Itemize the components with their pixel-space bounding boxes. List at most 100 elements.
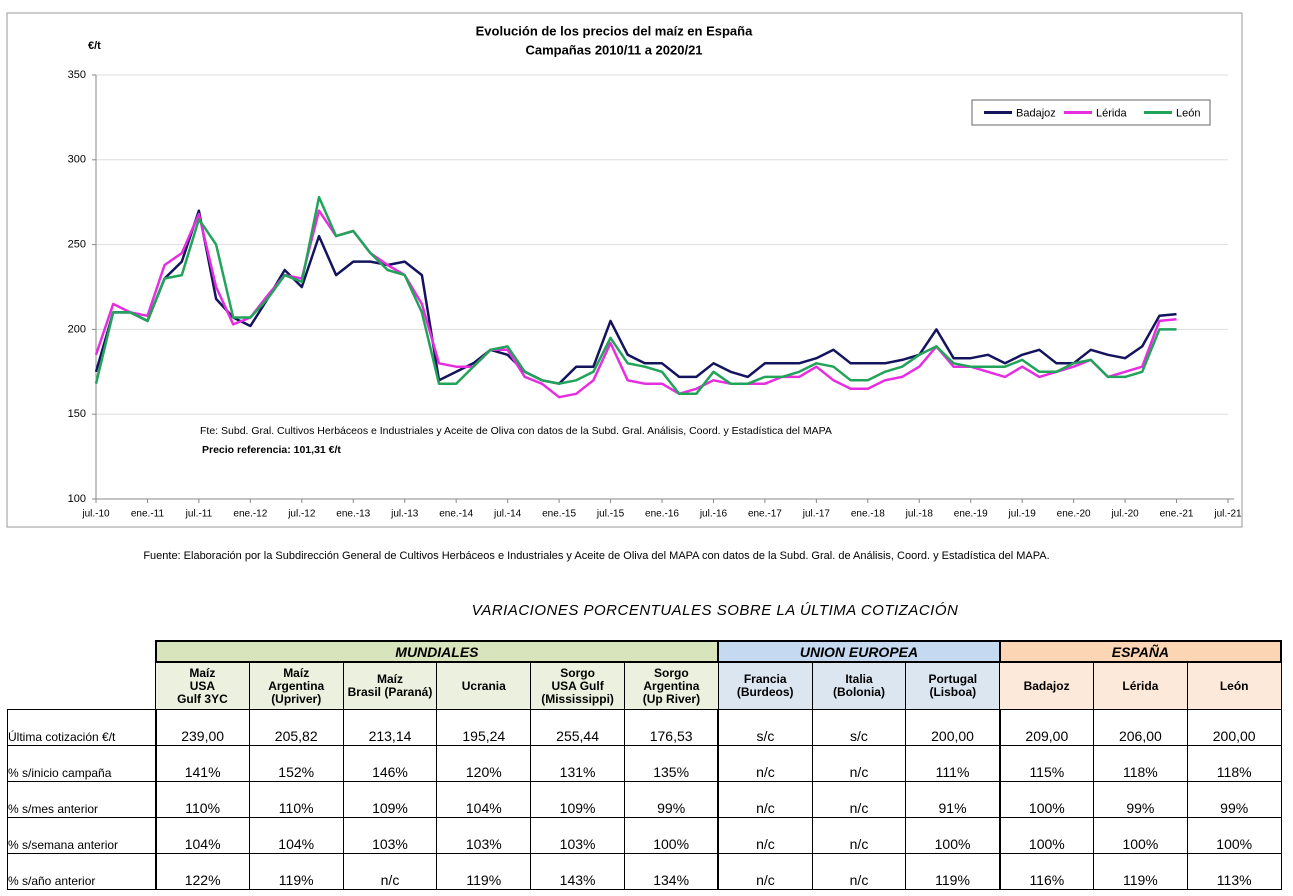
table-cell: 100% bbox=[1186, 817, 1282, 854]
table-title: VARIACIONES PORCENTUALES SOBRE LA ÚLTIMA… bbox=[471, 602, 959, 619]
x-tick-label: jul.-15 bbox=[596, 509, 625, 520]
annotation: Fte: Subd. Gral. Cultivos Herbáceos e In… bbox=[200, 425, 832, 437]
table-cell: 119% bbox=[905, 853, 1001, 890]
table-cell: s/c bbox=[811, 709, 907, 746]
x-tick-label: jul.-18 bbox=[905, 509, 934, 520]
table-cell: 118% bbox=[1186, 745, 1282, 782]
x-tick-label: jul.-12 bbox=[287, 509, 316, 520]
x-tick-label: ene.-15 bbox=[542, 509, 576, 520]
x-tick-label: jul.-10 bbox=[81, 509, 110, 520]
table-cell: n/c bbox=[811, 817, 907, 854]
column-header: Lérida bbox=[1092, 661, 1188, 710]
x-tick-label: jul.-21 bbox=[1213, 509, 1242, 520]
table-cell: 99% bbox=[623, 781, 719, 818]
table-cell: 195,24 bbox=[436, 709, 532, 746]
table-cell: 205,82 bbox=[248, 709, 344, 746]
table-cell: 176,53 bbox=[623, 709, 719, 746]
row-label: % s/inicio campaña bbox=[7, 745, 156, 782]
table-cell: 141% bbox=[154, 745, 250, 782]
table-cell: 100% bbox=[623, 817, 719, 854]
table-cell: 119% bbox=[1092, 853, 1188, 890]
x-tick-label: jul.-13 bbox=[390, 509, 419, 520]
table-cell: 135% bbox=[623, 745, 719, 782]
table-cell: 109% bbox=[530, 781, 625, 818]
row-label: % s/mes anterior bbox=[7, 781, 156, 818]
column-header: Badajoz bbox=[999, 661, 1094, 710]
x-tick-label: ene.-19 bbox=[954, 509, 988, 520]
x-tick-label: jul.-19 bbox=[1008, 509, 1037, 520]
column-header: Sorgo USA Gulf (Mississippi) bbox=[530, 661, 625, 710]
table-cell: n/c bbox=[811, 853, 907, 890]
x-tick-label: ene.-18 bbox=[851, 509, 885, 520]
series-line bbox=[94, 195, 1177, 396]
x-tick-label: ene.-12 bbox=[233, 509, 267, 520]
table-cell: 143% bbox=[530, 853, 625, 890]
table-cell: 104% bbox=[154, 817, 250, 854]
table-cell: 131% bbox=[530, 745, 625, 782]
table-cell: n/c bbox=[717, 781, 813, 818]
group-header: UNION EUROPEA bbox=[717, 640, 1001, 663]
y-tick-label: 200 bbox=[68, 323, 86, 335]
x-tick-label: jul.-11 bbox=[185, 509, 213, 520]
table-cell: 104% bbox=[436, 781, 532, 818]
table-cell: 119% bbox=[248, 853, 344, 890]
table-cell: 206,00 bbox=[1092, 709, 1188, 746]
table-cell: 110% bbox=[154, 781, 250, 818]
x-tick-label: ene.-11 bbox=[131, 509, 165, 520]
x-tick-label: ene.-16 bbox=[645, 509, 679, 520]
y-tick-label: 300 bbox=[68, 154, 86, 166]
chart-subtitle: Campañas 2010/11 a 2020/21 bbox=[525, 42, 702, 57]
empty-cell bbox=[7, 662, 156, 710]
table-cell: 134% bbox=[623, 853, 719, 890]
column-header: Maíz Argentina (Upriver) bbox=[248, 661, 344, 710]
table-cell: 103% bbox=[530, 817, 625, 854]
table-cell: 104% bbox=[248, 817, 344, 854]
chart: Evolución de los precios del maíz en Esp… bbox=[6, 12, 1243, 528]
price-table: MUNDIALES UNION EUROPEA ESPAÑA Maíz USA Gul… bbox=[7, 640, 1283, 890]
column-header: Maíz Brasil (Paraná) bbox=[342, 661, 438, 710]
x-tick-label: jul.-17 bbox=[802, 509, 831, 520]
column-header: Portugal (Lisboa) bbox=[905, 661, 1001, 710]
table-cell: n/c bbox=[717, 745, 813, 782]
table-cell: 103% bbox=[342, 817, 438, 854]
table-cell: 100% bbox=[905, 817, 1001, 854]
table-cell: 200,00 bbox=[905, 709, 1001, 746]
table-cell: 120% bbox=[436, 745, 532, 782]
chart-frame bbox=[6, 12, 1243, 528]
table-cell: 103% bbox=[436, 817, 532, 854]
x-tick-label: ene.-14 bbox=[439, 509, 473, 520]
empty-cell bbox=[8, 641, 156, 662]
table-cell: 116% bbox=[998, 853, 1094, 890]
table-cell: 109% bbox=[342, 781, 438, 818]
y-tick-label: 100 bbox=[68, 493, 86, 505]
y-tick-label: 350 bbox=[68, 69, 86, 81]
table-cell: 110% bbox=[248, 781, 344, 818]
row-label: % s/año anterior bbox=[7, 853, 156, 890]
table-cell: 99% bbox=[1186, 781, 1282, 818]
x-tick-label: jul.-16 bbox=[699, 509, 728, 520]
table-cell: 239,00 bbox=[154, 709, 250, 746]
source-note: Fuente: Elaboración por la Subdirección … bbox=[143, 550, 1050, 562]
x-tick-label: ene.-20 bbox=[1057, 509, 1091, 520]
column-header: Ucrania bbox=[436, 661, 532, 710]
row-label: % s/semana anterior bbox=[7, 817, 156, 854]
table-cell: 118% bbox=[1092, 745, 1188, 782]
table-cell: 111% bbox=[905, 745, 1001, 782]
y-tick-label: 150 bbox=[68, 408, 86, 420]
table-cell: 100% bbox=[1092, 817, 1188, 854]
table-cell: 119% bbox=[436, 853, 532, 890]
legend-label: León bbox=[1176, 107, 1200, 119]
table-cell: 209,00 bbox=[998, 709, 1094, 746]
table-cell: n/c bbox=[717, 817, 813, 854]
table-cell: 113% bbox=[1186, 853, 1282, 890]
x-tick-label: ene.-17 bbox=[748, 509, 782, 520]
table-cell: 152% bbox=[248, 745, 344, 782]
table-cell: 200,00 bbox=[1186, 709, 1282, 746]
table-cell: 115% bbox=[998, 745, 1094, 782]
table-cell: 122% bbox=[154, 853, 250, 890]
column-header: León bbox=[1186, 661, 1282, 710]
x-tick-label: jul.-20 bbox=[1110, 509, 1139, 520]
table-cell: 100% bbox=[998, 781, 1094, 818]
legend-label: Badajoz bbox=[1016, 107, 1056, 119]
